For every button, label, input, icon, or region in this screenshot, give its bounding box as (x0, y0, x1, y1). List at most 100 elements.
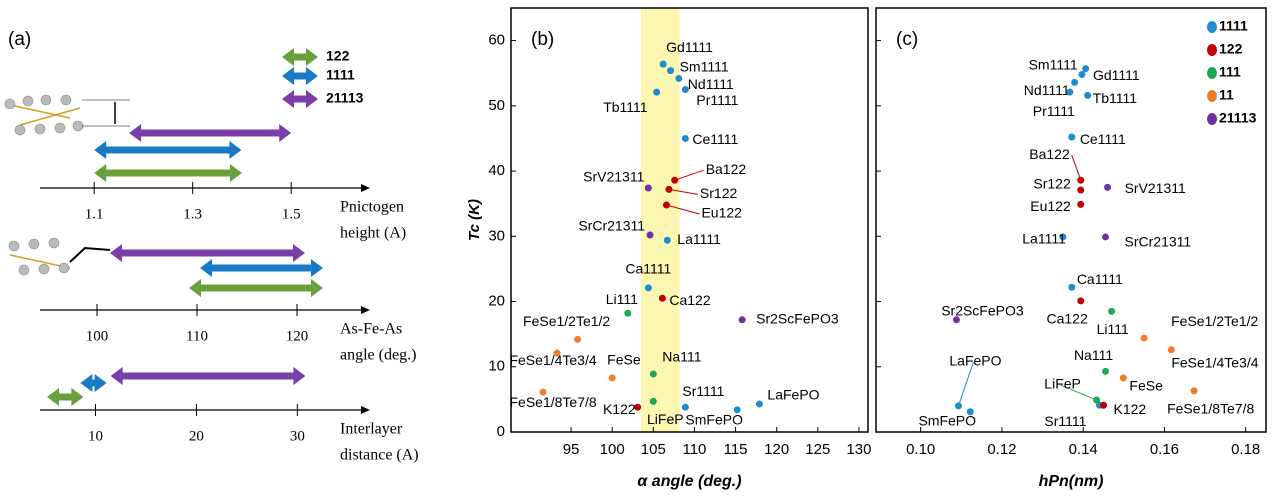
x-tick-label: 115 (724, 441, 748, 458)
data-point (681, 86, 689, 94)
point-label: SmFePO (685, 412, 743, 428)
point-label: Sr2ScFePO3 (941, 303, 1024, 319)
panel-label: (a) (8, 29, 31, 50)
point-label: Na111 (662, 349, 701, 365)
leader-line (666, 204, 700, 215)
data-point (954, 402, 962, 410)
data-point (644, 284, 652, 292)
x-tick-label: 0.12 (987, 441, 1016, 458)
data-point (608, 374, 616, 382)
point-label: Ca1111 (625, 261, 671, 277)
x-tick-label: 0.10 (906, 441, 935, 458)
point-label: LiFeP (1044, 376, 1081, 392)
leader-line (957, 361, 974, 407)
point-label: FeSe1/8Te7/8 (509, 394, 596, 410)
data-point (1108, 307, 1116, 315)
legend-marker (1207, 21, 1217, 33)
point-label: Eu122 (701, 205, 742, 221)
plot-frame (875, 7, 1267, 433)
x-tick-label: 120 (764, 441, 789, 458)
data-point (662, 201, 670, 209)
data-point (539, 388, 547, 396)
data-point (658, 294, 666, 302)
legend-text: 122 (326, 48, 350, 64)
data-point (1078, 71, 1086, 79)
point-label: La1111 (677, 231, 721, 247)
axis-title: height (A) (340, 225, 406, 242)
data-point (644, 184, 652, 192)
x-tick-label: 0.14 (1069, 441, 1098, 458)
data-point (553, 349, 561, 357)
tick-label: 10 (88, 428, 103, 444)
leader-line (1071, 155, 1082, 181)
range-arrow (47, 388, 84, 406)
tick-label: 20 (189, 428, 204, 444)
legend-text: 122 (1219, 41, 1243, 57)
legend-arrow (282, 48, 318, 66)
plot-frame (510, 7, 869, 433)
point-label: Sm1111 (1029, 56, 1078, 72)
tick-label: 30 (290, 428, 305, 444)
point-label: Eu122 (1030, 198, 1071, 214)
y-tick-label: 50 (488, 97, 505, 114)
data-point (733, 406, 741, 414)
axis-title: distance (A) (340, 447, 419, 464)
range-arrow (189, 279, 323, 297)
y-tick-label: 20 (488, 293, 505, 310)
axis-arrowhead (361, 184, 370, 192)
axis-title: angle (deg.) (340, 347, 416, 364)
legend-marker (1207, 44, 1217, 56)
point-label: Nd1111 (688, 76, 734, 92)
legend-arrow (282, 90, 318, 108)
legend-text: 21113 (1219, 110, 1257, 126)
point-label: SrCr21311 (578, 218, 645, 234)
data-point (667, 67, 675, 75)
point-label: K122 (603, 401, 636, 417)
data-point (1102, 367, 1110, 375)
y-tick-label: 10 (488, 358, 505, 375)
y-tick-label: 60 (488, 32, 505, 49)
data-point (1077, 186, 1085, 194)
legend-marker (1207, 90, 1217, 102)
data-point (665, 185, 673, 193)
legend-marker (1207, 67, 1217, 79)
point-label: FeSe1/8Te7/8 (1167, 401, 1254, 417)
point-label: Ce1111 (692, 131, 738, 147)
point-label: Li111 (1097, 321, 1129, 337)
highlight-band (640, 8, 680, 432)
decor-molecule-1 (4, 94, 130, 136)
data-point (649, 397, 657, 405)
tick-label: 100 (86, 328, 109, 344)
point-label: Ca122 (1046, 311, 1087, 327)
point-label: Sr1111 (1044, 413, 1086, 429)
point-label: Tb1111 (603, 99, 648, 115)
axis-title: Pnictogen (340, 199, 404, 216)
axis-arrowhead (361, 406, 370, 414)
legend-marker (1207, 113, 1217, 125)
data-point (738, 316, 746, 324)
data-point (646, 231, 654, 239)
data-point (1140, 334, 1148, 342)
tick-label: 1.5 (282, 206, 301, 222)
legend-text: 21113 (326, 90, 364, 106)
data-point (952, 316, 960, 324)
y-tick-label: 0 (497, 423, 505, 440)
data-point (1077, 200, 1085, 208)
range-arrow (80, 374, 107, 392)
data-point (671, 176, 679, 184)
data-point (966, 408, 974, 416)
y-tick-label: 30 (488, 227, 505, 244)
axis-title: Interlayer (340, 421, 403, 438)
x-axis-title: α angle (deg.) (637, 473, 741, 490)
data-point (1077, 176, 1085, 184)
data-point (1100, 401, 1107, 409)
range-arrow (200, 259, 323, 277)
data-point (663, 236, 671, 244)
data-point (755, 400, 763, 408)
data-point (1068, 133, 1076, 141)
point-label: FeSe1/4Te3/4 (1171, 355, 1258, 371)
data-point (1119, 374, 1127, 382)
point-label: SrV21311 (1125, 180, 1186, 196)
point-label: Ca122 (669, 292, 710, 308)
